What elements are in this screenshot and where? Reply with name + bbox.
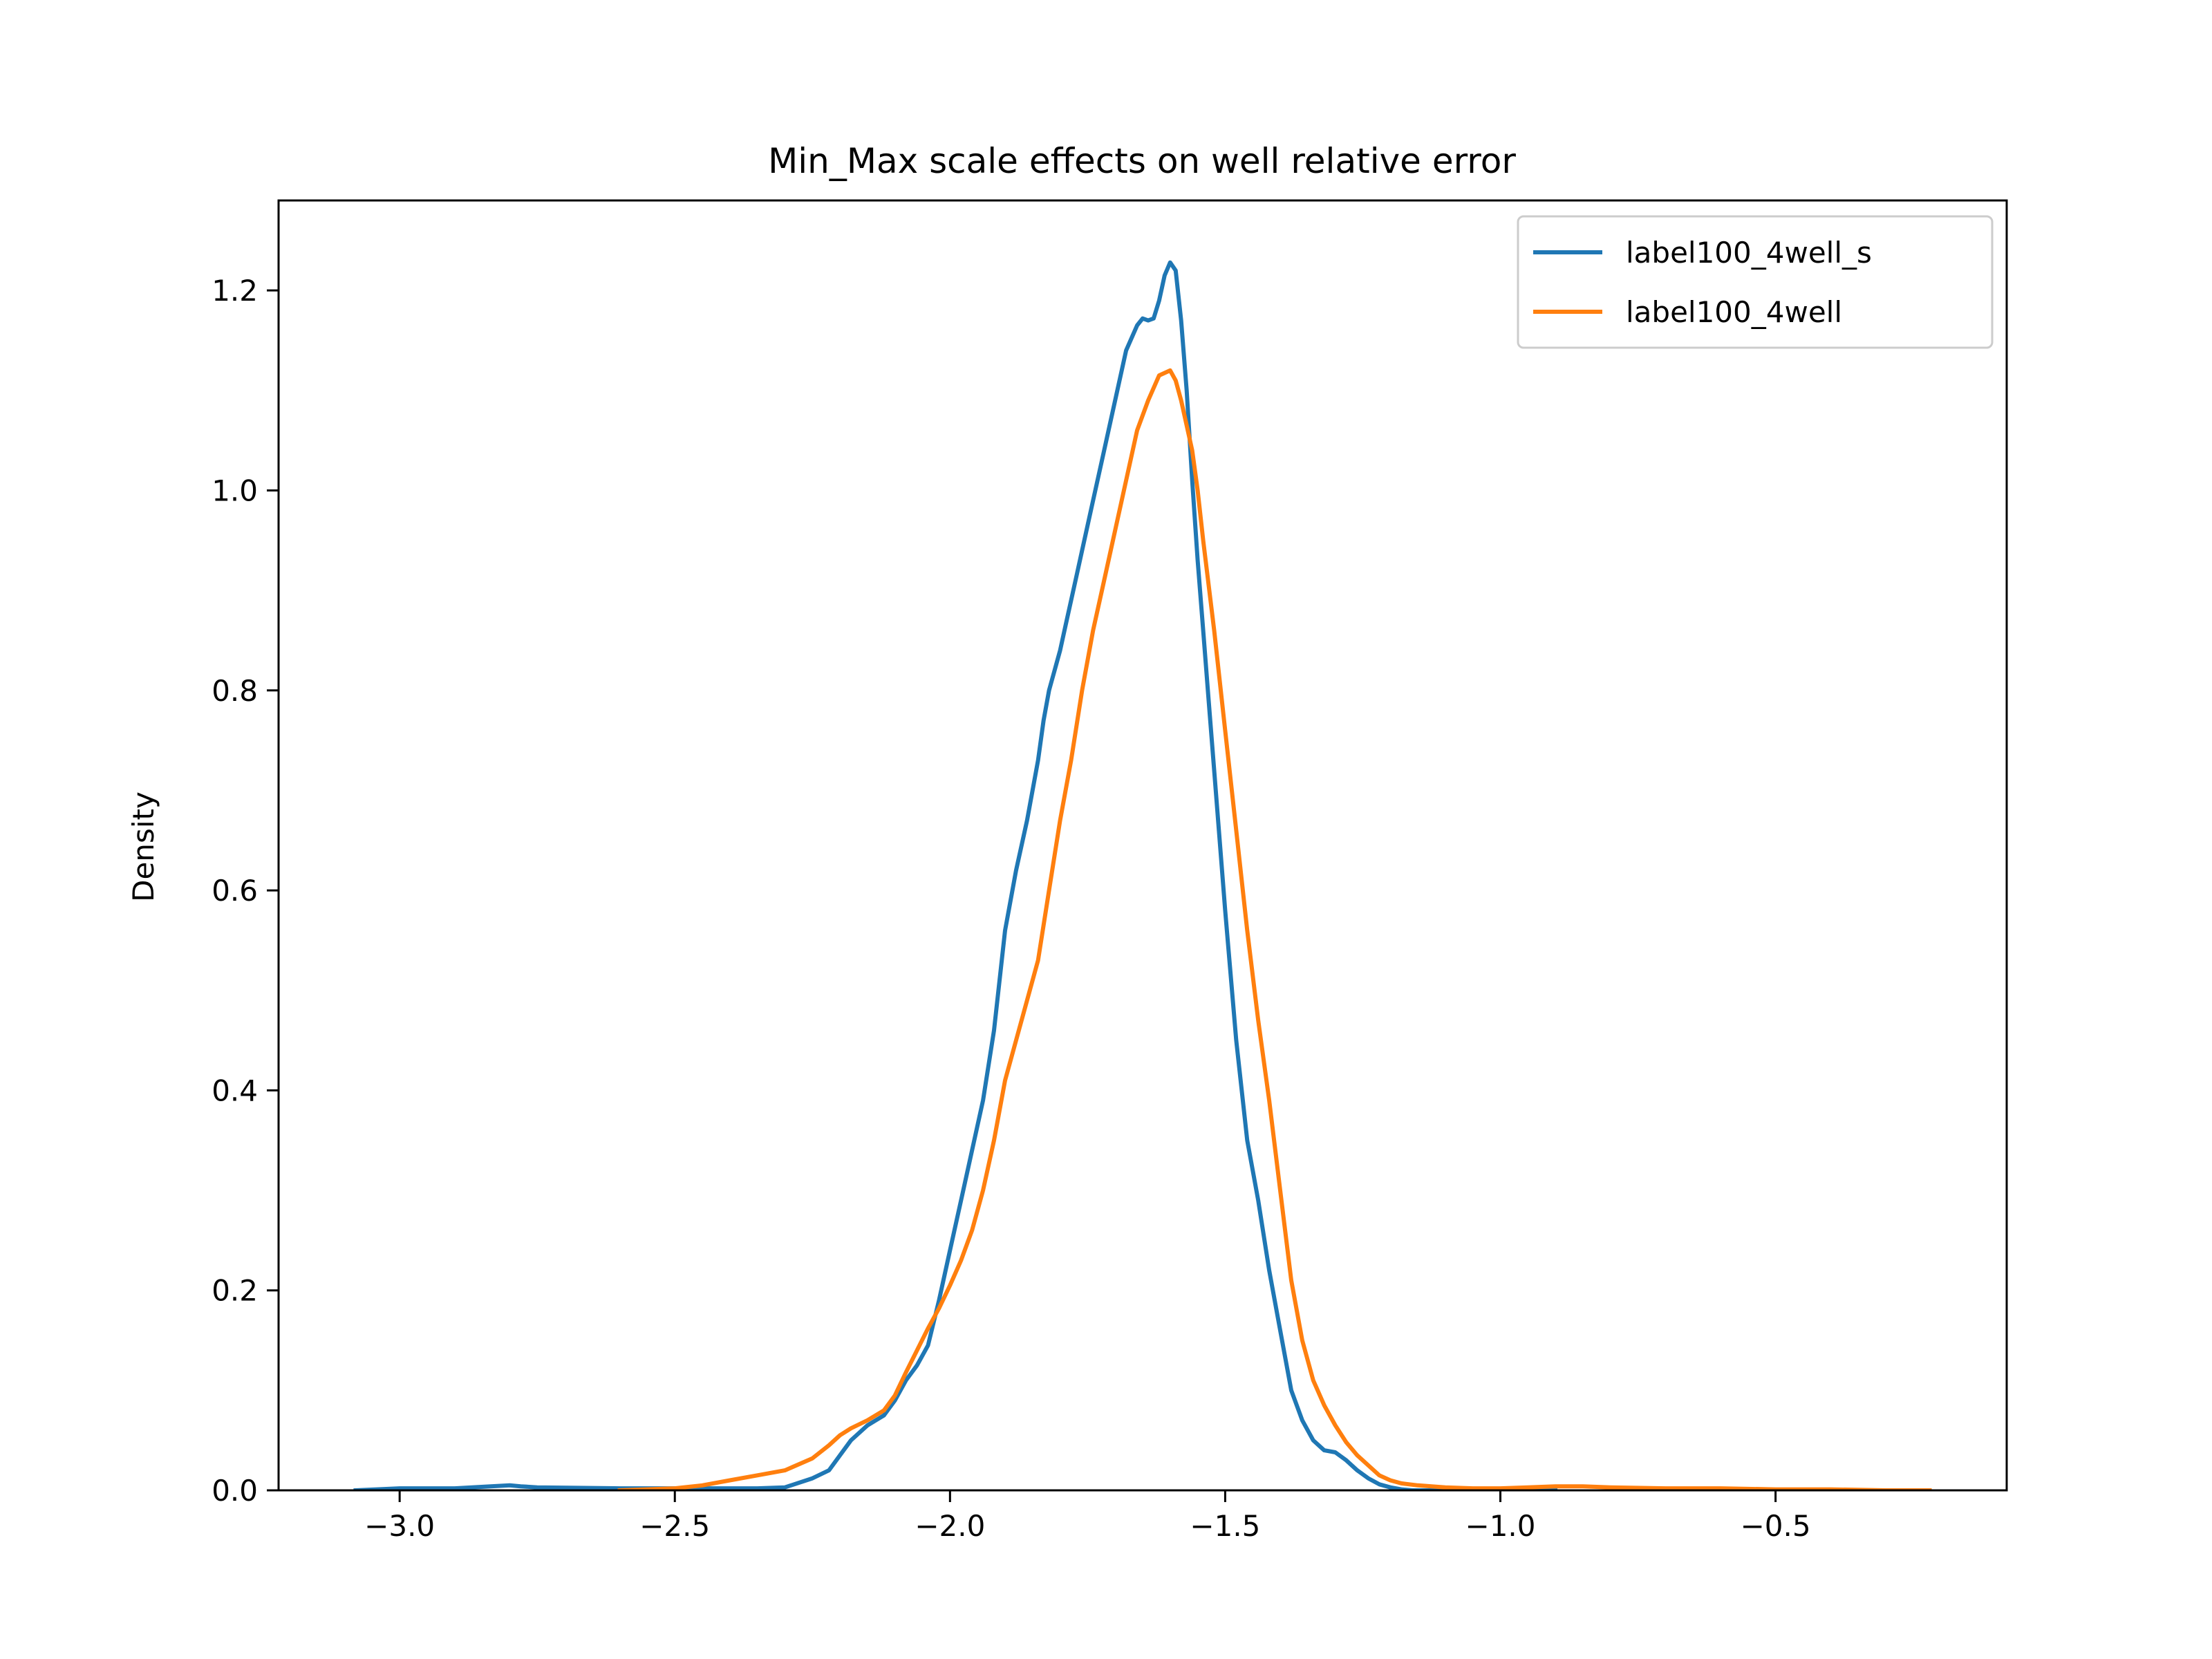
series-group xyxy=(353,260,1932,1490)
y-tick-label: 0.6 xyxy=(212,874,258,908)
x-tick-label: −3.0 xyxy=(364,1509,435,1543)
x-tick-label: −2.0 xyxy=(915,1509,985,1543)
x-tick-label: −2.5 xyxy=(639,1509,710,1543)
x-tick-label: −1.5 xyxy=(1190,1509,1260,1543)
axes-frame xyxy=(277,199,2008,1492)
legend-label-1: label100_4well_s xyxy=(1626,236,1872,270)
y-tick-label: 1.0 xyxy=(212,474,258,507)
legend: label100_4well_s label100_4well xyxy=(1517,215,1994,349)
chart-title: Min_Max scale effects on well relative e… xyxy=(768,141,1516,181)
y-axis-label: Density xyxy=(126,791,160,902)
y-tick-label: 0.8 xyxy=(212,674,258,708)
x-tick-label: −0.5 xyxy=(1741,1509,1811,1543)
axis-ticks: −3.0 −2.5 −2.0 −1.5 −1.0 −0.5 0.0 0.2 0.4 0.6 0.8 1… xyxy=(212,274,1810,1543)
y-tick-label: 0.2 xyxy=(212,1274,258,1308)
series-line-2 xyxy=(617,368,1932,1490)
legend-label-2: label100_4well xyxy=(1626,295,1842,329)
legend-box xyxy=(1517,215,1994,349)
y-tick-label: 0.0 xyxy=(212,1474,258,1508)
plot-area xyxy=(277,199,2008,1492)
y-tick-label: 1.2 xyxy=(212,274,258,308)
y-tick-label: 0.4 xyxy=(212,1074,258,1107)
x-tick-label: −1.0 xyxy=(1465,1509,1536,1543)
series-line-1 xyxy=(353,260,1558,1490)
